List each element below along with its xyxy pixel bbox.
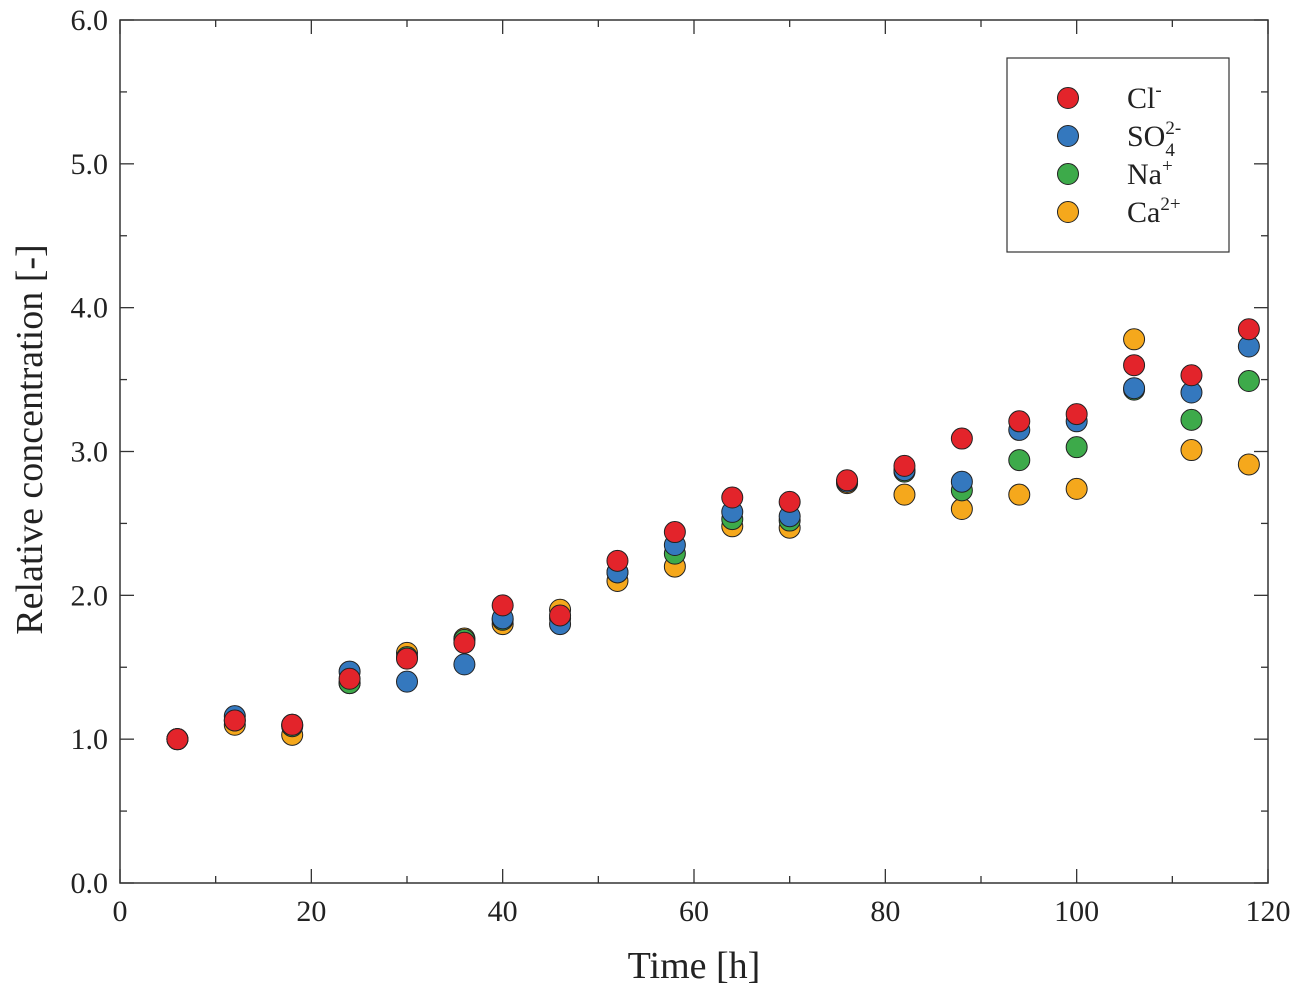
x-tick-label: 120 <box>1246 895 1291 928</box>
data-points <box>166 318 1260 751</box>
data-point <box>1008 410 1031 433</box>
x-tick-label: 0 <box>113 895 128 928</box>
data-point <box>836 469 859 492</box>
data-point <box>950 470 973 493</box>
x-tick-label: 40 <box>488 895 518 928</box>
data-point <box>1180 364 1203 387</box>
data-point <box>453 653 476 676</box>
legend-item: SO2-4 <box>1057 118 1181 161</box>
data-point <box>549 604 572 627</box>
data-point <box>338 667 361 690</box>
y-tick-label: 1.0 <box>71 723 109 756</box>
y-tick-label: 2.0 <box>71 579 109 612</box>
legend-label: Na+ <box>1127 156 1173 191</box>
data-point <box>281 713 304 736</box>
series-na <box>166 370 1260 751</box>
y-axis-title: Relative concentration [-] <box>9 244 51 634</box>
data-point <box>663 521 686 544</box>
legend-marker <box>1057 125 1079 147</box>
legend: Cl-SO2-4Na+Ca2+ <box>1006 57 1230 253</box>
data-point <box>166 728 189 751</box>
legend-label: Cl- <box>1127 80 1162 115</box>
data-point <box>950 427 973 450</box>
data-point <box>223 709 246 732</box>
data-point <box>491 594 514 617</box>
data-point <box>1237 318 1260 341</box>
y-tick-label: 5.0 <box>71 148 109 181</box>
legend-marker <box>1057 87 1079 109</box>
legend-item: Ca2+ <box>1057 194 1181 229</box>
tick-labels: 0 20 40 60 80 100 120 0.0 1.0 2.0 3.0 4.0 5.0 6.0 <box>71 4 1291 928</box>
legend-box <box>1006 57 1230 253</box>
data-point <box>893 454 916 477</box>
legend-label: SO2-4 <box>1127 118 1181 161</box>
plot-frame <box>119 19 1269 884</box>
data-point <box>1065 436 1088 459</box>
data-point <box>1123 328 1146 351</box>
y-tick-label: 3.0 <box>71 436 109 469</box>
data-point <box>1237 370 1260 393</box>
data-point <box>1065 403 1088 426</box>
data-point <box>453 631 476 654</box>
data-point <box>1180 439 1203 462</box>
legend-item: Na+ <box>1057 156 1173 191</box>
data-point <box>1008 483 1031 506</box>
data-point <box>1180 408 1203 431</box>
series-so42 <box>166 335 1260 751</box>
series-ca2 <box>166 328 1260 751</box>
y-tick-label: 4.0 <box>71 292 109 325</box>
data-point <box>396 647 418 670</box>
y-tick-label: 6.0 <box>71 4 109 37</box>
legend-marker <box>1057 163 1079 185</box>
data-point <box>893 483 916 506</box>
data-point <box>950 498 973 521</box>
x-tick-label: 100 <box>1054 895 1099 928</box>
y-tick-label: 0.0 <box>71 867 109 900</box>
legend-marker <box>1057 201 1079 223</box>
data-point <box>721 486 744 509</box>
data-point <box>1123 354 1146 377</box>
legend-label: Ca2+ <box>1127 194 1181 229</box>
data-point <box>778 490 801 513</box>
data-point <box>1008 449 1031 472</box>
data-point <box>396 670 418 693</box>
x-tick-label: 60 <box>679 895 709 928</box>
data-point <box>1123 377 1146 400</box>
x-axis-title: Time [h] <box>628 945 761 987</box>
data-point <box>606 549 629 572</box>
legend-item: Cl- <box>1057 80 1162 115</box>
series-cl <box>166 318 1260 751</box>
x-tick-label: 20 <box>296 895 326 928</box>
data-point <box>1065 477 1088 500</box>
x-tick-label: 80 <box>870 895 900 928</box>
data-point <box>1237 453 1260 476</box>
